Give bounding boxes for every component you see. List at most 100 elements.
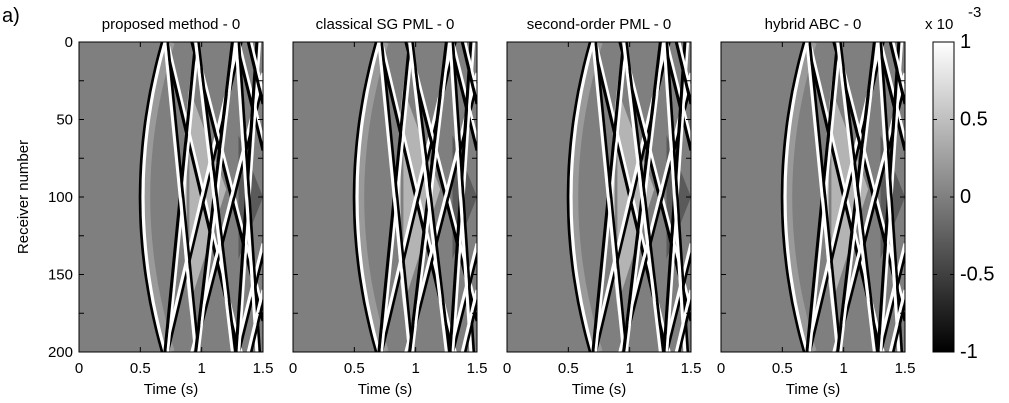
reflected-event: [408, 42, 448, 352]
reverberation-wedge: [831, 88, 869, 306]
x-tick-label: 1.5: [681, 360, 702, 377]
reflected-event-shadow: [411, 42, 451, 352]
reflected-event-shadow: [166, 42, 200, 352]
reflected-event: [674, 42, 691, 105]
reflected-event-shadow: [594, 42, 628, 352]
wavefield: [138, 42, 263, 352]
wave-halo: [354, 42, 389, 352]
y-tick-label: 150: [48, 267, 73, 284]
panel-title: proposed method - 0: [102, 16, 240, 33]
reflected-event: [246, 42, 263, 105]
wave-halo: [140, 42, 175, 352]
direct-wave-peak: [141, 42, 167, 352]
colorbar-tick-label: -0.5: [960, 264, 994, 286]
reflected-event: [876, 42, 901, 352]
reflected-event-shadow: [250, 297, 263, 352]
y-tick-label: 50: [56, 112, 73, 129]
reflected-event-shadow: [665, 42, 690, 352]
reflected-event: [246, 289, 263, 352]
wavefield: [352, 42, 477, 352]
reflected-event-shadow: [678, 297, 691, 352]
wave-halo: [568, 42, 603, 352]
reflected-event: [377, 42, 412, 352]
reflected-event-shadow: [197, 42, 237, 352]
reflected-event: [234, 42, 259, 352]
panel-title: second-order PML - 0: [527, 16, 672, 33]
panel-4: hybrid ABC - 0 0 0.5 1 1.5 Time (s): [717, 16, 916, 398]
reflected-event-shadow: [380, 42, 414, 352]
colorbar-tick-label: -1: [960, 341, 978, 363]
wave-halo: [782, 42, 817, 352]
direct-wave-peak: [355, 42, 381, 352]
reflected-event: [622, 42, 662, 352]
reflected-event: [805, 42, 840, 352]
reflected-event-shadow: [625, 42, 665, 352]
reflected-event-shadow: [451, 42, 476, 352]
x-tick-label: 0: [717, 360, 725, 377]
colorbar-exponent-power: -3: [968, 4, 981, 21]
reflected-event-shadow: [808, 42, 842, 352]
x-tick-label: 0.5: [558, 360, 579, 377]
colorbar-tick-label: 0.5: [960, 109, 988, 131]
reflected-event-shadow: [892, 42, 905, 97]
colorbar-tick-label: 0: [960, 186, 971, 208]
panel-title: hybrid ABC - 0: [765, 16, 862, 33]
panel-2: classical SG PML - 0 0 0.5 1 1.5 Time (s): [289, 16, 488, 398]
panel-3: second-order PML - 0 0 0.5 1 1.5 Time (s): [503, 16, 702, 398]
direct-wave-peak: [569, 42, 595, 352]
reflected-event: [836, 42, 876, 352]
reflected-event: [591, 42, 626, 352]
reflected-event-shadow: [464, 297, 477, 352]
reflected-event: [448, 42, 473, 352]
reflected-event: [888, 289, 905, 352]
figure-label: a): [2, 5, 20, 27]
x-tick-label: 1: [197, 360, 205, 377]
x-axis-label: Time (s): [572, 381, 626, 398]
x-axis-label: Time (s): [144, 381, 198, 398]
x-axis-label: Time (s): [358, 381, 412, 398]
direct-wave-trough: [352, 42, 378, 352]
wavefield: [566, 42, 691, 352]
direct-wave-trough: [566, 42, 592, 352]
colorbar-tick-label: 1: [960, 31, 971, 53]
x-axis-label: Time (s): [786, 381, 840, 398]
x-tick-label: 1: [839, 360, 847, 377]
y-tick-label: 0: [65, 34, 73, 51]
x-tick-label: 1.5: [467, 360, 488, 377]
x-tick-label: 0: [75, 360, 83, 377]
x-tick-label: 0.5: [344, 360, 365, 377]
colorbar-exponent-base: x 10: [925, 16, 953, 33]
reflected-event-shadow: [879, 42, 904, 352]
direct-wave-trough: [138, 42, 164, 352]
x-tick-label: 0: [503, 360, 511, 377]
reflected-event: [674, 289, 691, 352]
x-tick-label: 1.5: [253, 360, 274, 377]
y-axis-label: Receiver number: [15, 140, 32, 254]
colorbar: x 10 -3 1 0.5 0 -0.5 -1: [925, 4, 994, 363]
reverberation-wedge: [403, 88, 441, 306]
reflected-event: [194, 42, 234, 352]
reflected-event: [662, 42, 687, 352]
direct-wave-peak: [783, 42, 809, 352]
panel-title: classical SG PML - 0: [316, 16, 455, 33]
wavefield: [780, 42, 905, 352]
reflected-event: [163, 42, 198, 352]
x-tick-label: 1: [411, 360, 419, 377]
reflected-event: [460, 289, 477, 352]
panel-1: proposed method - 0 0 0.5 1 1.5 Time (s) 0 50 10…: [15, 16, 273, 398]
x-tick-label: 0.5: [772, 360, 793, 377]
reflected-event-shadow: [839, 42, 879, 352]
colorbar-ticks: 1 0.5 0 -0.5 -1: [933, 31, 994, 363]
reflected-event-shadow: [464, 42, 477, 97]
x-tick-label: 1: [625, 360, 633, 377]
y-tick-label: 200: [48, 344, 73, 361]
reverberation-wedge: [617, 88, 655, 306]
reflected-event-shadow: [892, 297, 905, 352]
y-tick-label: 100: [48, 189, 73, 206]
reflected-event-shadow: [237, 42, 262, 352]
x-tick-label: 0: [289, 360, 297, 377]
reflected-event-shadow: [678, 42, 691, 97]
reflected-event: [888, 42, 905, 105]
